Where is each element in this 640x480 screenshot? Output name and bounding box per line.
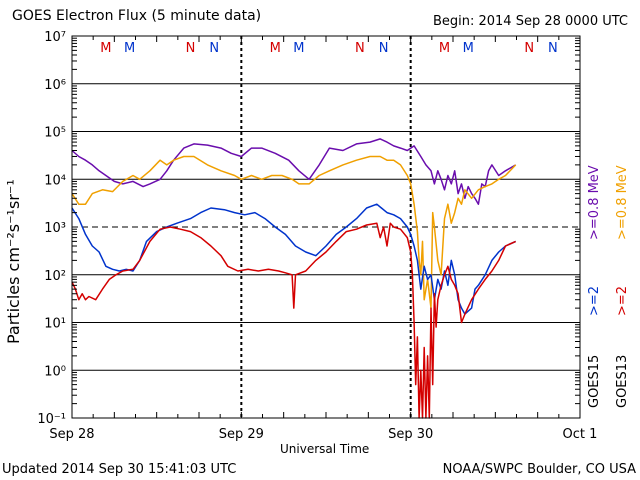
y-tick-label: 10²: [44, 269, 66, 284]
y-tick-label: 10⁻¹: [37, 412, 66, 427]
midnight-noon-marker: N: [209, 41, 219, 56]
series-line: [71, 222, 517, 419]
y-tick-label: 10¹: [44, 317, 66, 332]
midnight-noon-marker: N: [524, 41, 534, 56]
y-tick-label: 10⁰: [44, 364, 66, 379]
legend-entry: >=0.8 MeV: [587, 165, 602, 240]
y-tick-label: 10⁷: [44, 30, 66, 45]
x-tick-label: Sep 28: [49, 427, 94, 442]
y-tick-label: 10⁶: [44, 78, 66, 93]
midnight-noon-marker: N: [379, 41, 389, 56]
gridlines: [72, 36, 580, 418]
y-tick-label: 10⁴: [44, 173, 66, 188]
y-axis-label: Particles cm⁻²s⁻¹sr⁻¹: [4, 179, 23, 344]
legend-column: GOES13 >=2 >=0.8 MeV: [615, 165, 630, 408]
legend-entry: >=0.8 MeV: [615, 165, 630, 240]
legend-entry: >=2: [615, 286, 630, 316]
legend-column: GOES15 >=2 >=0.8 MeV: [587, 165, 602, 408]
x-tick-label: Sep 29: [219, 427, 264, 442]
x-tick-label: Sep 30: [388, 427, 433, 442]
x-tick-label: Oct 1: [563, 427, 598, 442]
chart-title: GOES Electron Flux (5 minute data): [12, 8, 262, 24]
series-line: [71, 155, 517, 309]
y-tick-label: 10³: [44, 221, 66, 236]
series-layer: [71, 138, 517, 419]
midnight-noon-marker: N: [355, 41, 365, 56]
legend-layer: GOES15 >=2 >=0.8 MeV GOES13 >=2 >=0.8 MeV: [587, 165, 630, 408]
legend-satellite: GOES15: [587, 355, 602, 408]
midnight-noon-marker: M: [124, 41, 135, 56]
midnight-noon-marker: N: [548, 41, 558, 56]
begin-label: Begin: 2014 Sep 28 0000 UTC: [432, 14, 628, 29]
series-line: [71, 138, 517, 205]
updated-label: Updated 2014 Sep 30 15:41:03 UTC: [2, 462, 237, 477]
midnight-noon-marker: N: [186, 41, 196, 56]
legend-entry: >=2: [587, 286, 602, 316]
credit-label: NOAA/SWPC Boulder, CO USA: [442, 462, 636, 477]
midnight-noon-marker: M: [270, 41, 281, 56]
midnight-noon-marker: M: [293, 41, 304, 56]
tick-layer: 10⁻¹ 10⁰ 10¹ 10² 10³ 10⁴ 10⁵ 10⁶ 10⁷ Sep 28 Sep 29…: [37, 30, 597, 442]
midnight-noon-marker: M: [439, 41, 450, 56]
y-tick-label: 10⁵: [44, 126, 66, 141]
legend-satellite: GOES13: [615, 355, 630, 408]
midnight-noon-marker: M: [100, 41, 111, 56]
x-axis-label: Universal Time: [280, 442, 370, 456]
midnight-noon-marker: M: [463, 41, 474, 56]
